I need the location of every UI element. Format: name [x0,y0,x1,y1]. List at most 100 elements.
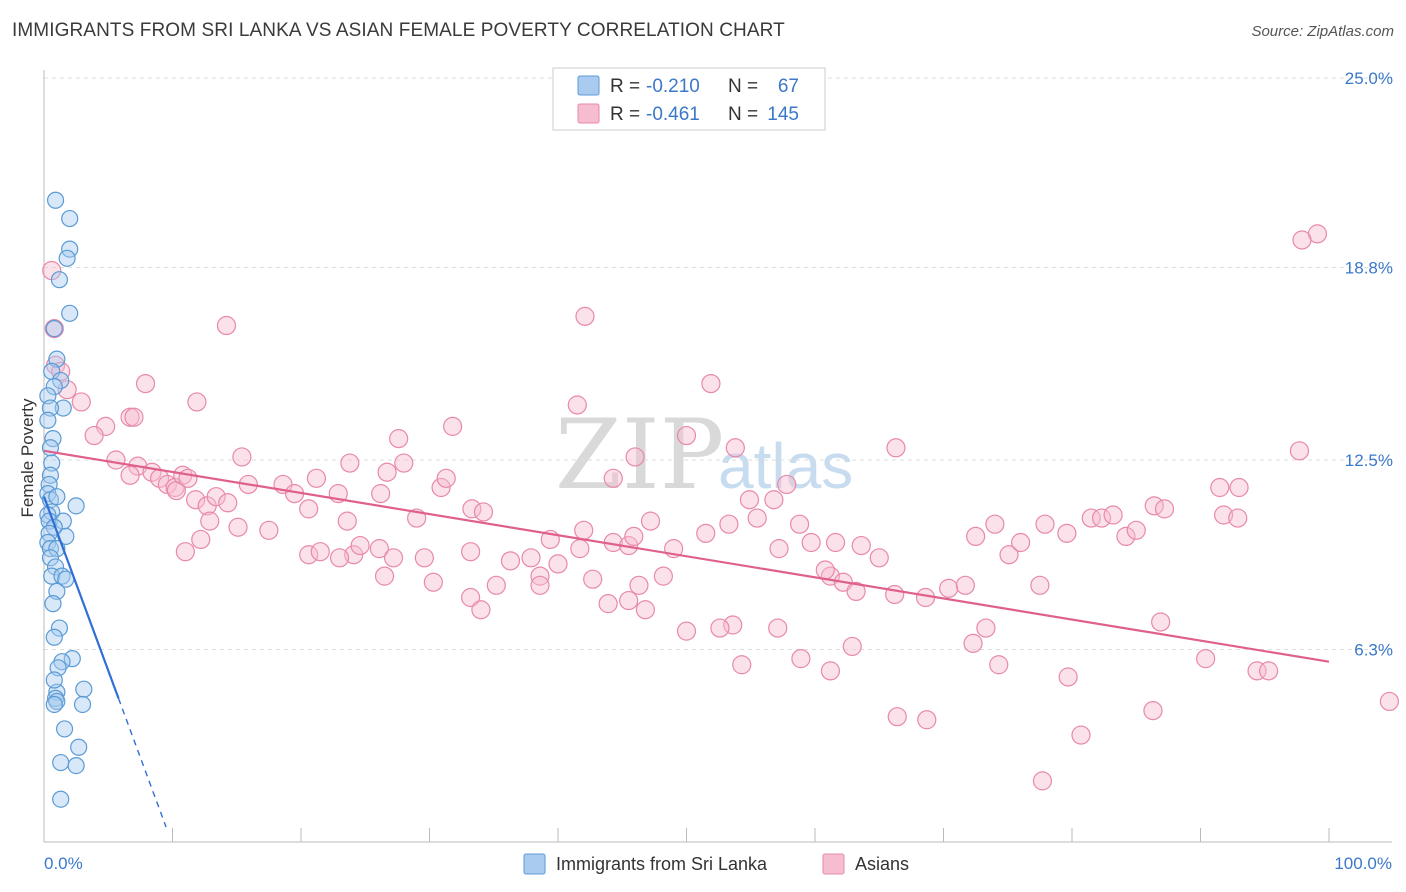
watermark: ZIP atlas [555,399,853,511]
sri-lanka-point [73,695,92,714]
asians-point [306,468,327,488]
asians-point [500,551,521,571]
asians-point [389,429,409,449]
asians-point [1103,505,1123,525]
asians-point [574,520,594,540]
asians-point [371,484,391,504]
asians-point [218,493,238,513]
asians-point [1229,477,1249,498]
sri-lanka-point [75,680,93,698]
correlation-legend: R = -0.210 N = 67 R = -0.461 N = 145 [552,67,826,131]
asians-point [369,539,389,559]
asians-point [530,575,550,595]
asians-point [232,447,252,467]
asians-point [178,468,198,488]
asians-point [329,548,350,568]
series-sri-lanka-points [39,191,93,808]
y-tick-labels: 6.3% 12.5% 18.8% 25.0% [1345,69,1393,659]
trend-line-sri-lanka-extension [117,698,167,828]
asians-point [1196,649,1216,669]
asians-point [629,575,649,595]
asians-point [340,453,360,473]
sri-lanka-point [67,497,85,515]
asians-point [124,407,144,427]
sri-lanka-point [45,628,63,646]
gridlines [44,77,1392,650]
watermark-atlas: atlas [718,430,853,502]
asians-point [846,581,866,602]
asians-point [567,395,587,415]
asians-point [374,566,395,586]
asians-point [825,532,846,553]
legend-r-label-2: R = [610,104,640,125]
asians-point [791,649,811,669]
sri-lanka-point [46,558,65,576]
asians-point [653,566,673,586]
asians-point [377,462,397,482]
asians-point [801,532,821,553]
asians-point [486,575,506,595]
asians-point [1035,514,1055,534]
asians-point [710,618,730,638]
sri-lanka-point [70,738,88,756]
asians-point [423,572,443,592]
asians-point [963,633,983,653]
asians-point [624,526,644,547]
sri-lanka-point [61,304,79,322]
asians-point [1151,612,1171,632]
asians-point [777,474,797,495]
asians-point [1058,667,1078,687]
y-tick-label: 25.0% [1345,69,1393,88]
legend-item-asians-label: Asians [855,854,909,874]
asians-point [676,621,697,641]
asians-point [999,545,1019,565]
asians-point [259,520,279,540]
legend-n-label-1: N = [728,76,758,97]
y-tick-label: 6.3% [1354,640,1393,659]
sri-lanka-point [46,191,65,209]
asians-point [228,517,248,537]
legend-n-label-2: N = [728,104,758,125]
sri-lanka-point [67,756,85,775]
asians-point [471,600,491,620]
legend-r-label-1: R = [610,76,640,97]
sri-lanka-point [48,692,66,711]
asians-point [350,535,370,556]
asians-point [1030,575,1050,595]
asians-point [1126,520,1146,540]
asians-point [887,707,907,727]
asians-point [1379,691,1399,712]
asians-point [842,636,862,657]
asians-point [732,655,752,675]
asians-point [769,539,789,559]
asians-point [186,490,206,510]
sri-lanka-point [50,619,69,637]
trend-line-sri-lanka [42,496,120,699]
asians-point [191,529,211,550]
asians-point [939,578,959,598]
asians-point [1091,508,1112,528]
asians-point [337,511,357,531]
asians-point [966,526,986,547]
asians-point [739,490,760,510]
asians-point [548,554,568,574]
sri-lanka-point [45,671,63,689]
asians-point [696,523,716,543]
asians-point [701,374,721,394]
asians-point [1057,523,1077,543]
asians-point [462,499,482,519]
asians-point [1247,661,1267,681]
series-asians-points [42,224,1399,791]
y-axis-label: Female Poverty [18,398,37,518]
sri-lanka-point [58,249,76,267]
asians-point [635,600,655,620]
asians-point [869,548,889,568]
asians-point [1010,532,1031,553]
trend-line-asians [43,449,1330,663]
sri-lanka-point [52,371,70,390]
asians-point [1081,508,1101,528]
legend-r-value-2: -0.461 [646,104,700,125]
source-label: Source: ZipAtlas.com [1251,23,1394,40]
trend-lines [42,449,1330,828]
